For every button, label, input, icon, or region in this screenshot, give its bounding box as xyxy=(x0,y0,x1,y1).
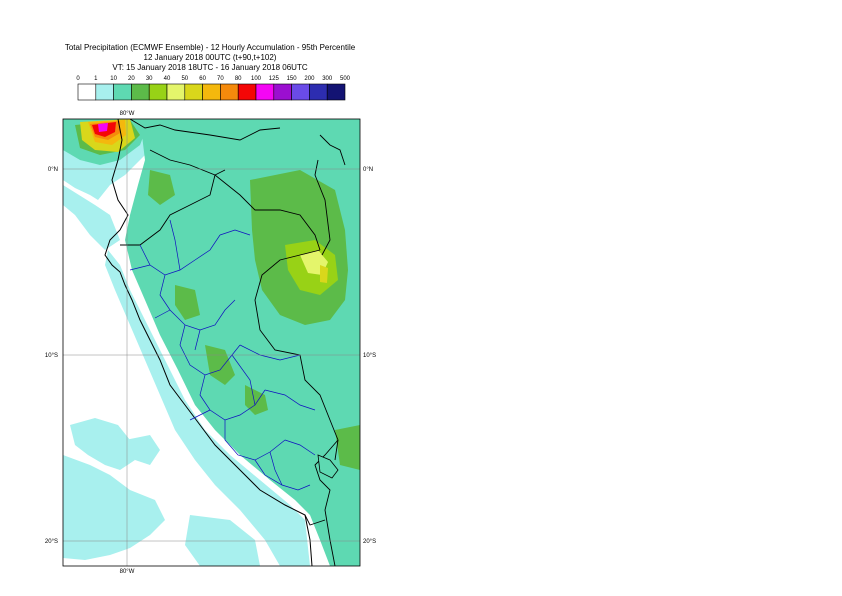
legend-threshold-label: 10 xyxy=(110,76,117,82)
lat-label-0-right: 0°N xyxy=(363,167,373,173)
legend-threshold-label: 20 xyxy=(128,76,135,82)
legend-threshold-label: 60 xyxy=(199,76,206,82)
precip-green-mountains xyxy=(148,170,175,205)
legend-threshold-label: 300 xyxy=(322,76,333,82)
ocean-precip-patch-4 xyxy=(185,515,260,566)
border-brazil-colombia xyxy=(314,159,331,256)
legend-threshold-label: 100 xyxy=(251,76,262,82)
map-frame xyxy=(62,118,361,567)
border-colombia-peru xyxy=(149,149,321,251)
legend-threshold-label: 40 xyxy=(164,76,171,82)
border-east-top xyxy=(319,134,346,166)
border-north-top xyxy=(129,119,281,141)
map-valid-time: VT: 15 January 2018 18UTC - 16 January 2… xyxy=(112,63,308,72)
precip-green-andes xyxy=(175,285,200,320)
border-ecuador-peru xyxy=(120,169,226,246)
coastline xyxy=(104,119,313,566)
precip-yellow-spot xyxy=(320,265,328,283)
legend-threshold-label: 150 xyxy=(287,76,298,82)
map-field xyxy=(63,119,360,566)
lat-label-20s-left: 20°S xyxy=(45,539,58,545)
legend-threshold-label: 30 xyxy=(146,76,153,82)
coastal-strip xyxy=(105,250,310,566)
lat-label-10s-left: 10°S xyxy=(45,353,58,359)
legend-threshold-label: 1 xyxy=(94,76,98,82)
precip-green-east xyxy=(335,425,360,470)
precip-magenta-north xyxy=(98,123,108,132)
border-brazil-peru xyxy=(254,249,339,461)
ocean-precip-north-coast xyxy=(63,185,120,250)
legend-threshold-label: 50 xyxy=(181,76,188,82)
lake-titicaca xyxy=(317,454,339,479)
map-title: Total Precipitation (ECMWF Ensemble) - 1… xyxy=(64,43,356,52)
lat-label-0-left: 0°N xyxy=(48,167,58,173)
ocean-precip-patch-3 xyxy=(125,435,160,465)
lon-label-top: 80°W xyxy=(120,111,135,117)
legend-boxes xyxy=(77,83,346,101)
ocean-precip-patch-2 xyxy=(63,455,165,560)
map-base-time: 12 January 2018 00UTC (t+90,t+102) xyxy=(143,53,277,62)
border-chile-peru xyxy=(304,514,326,526)
legend-threshold-label: 0 xyxy=(76,76,80,82)
legend-labels: 0 1 10 20 30 40 50 60 70 80 100 125 150 200 300 500 xyxy=(76,76,350,82)
legend-threshold-label: 70 xyxy=(217,76,224,82)
lat-label-10s-right: 10°S xyxy=(363,353,376,359)
legend-threshold-label: 125 xyxy=(269,76,280,82)
lat-label-20s-right: 20°S xyxy=(363,539,376,545)
legend-threshold-label: 500 xyxy=(340,76,351,82)
ocean-precip-patch-1 xyxy=(70,418,135,470)
legend-swatch xyxy=(326,83,346,101)
legend-threshold-label: 200 xyxy=(304,76,315,82)
legend-threshold-label: 80 xyxy=(235,76,242,82)
color-legend: 0 1 10 20 30 40 50 60 70 80 100 125 150 200 300 500 xyxy=(76,76,351,101)
border-bolivia-peru xyxy=(314,439,339,566)
lon-label-bottom: 80°W xyxy=(120,569,135,575)
